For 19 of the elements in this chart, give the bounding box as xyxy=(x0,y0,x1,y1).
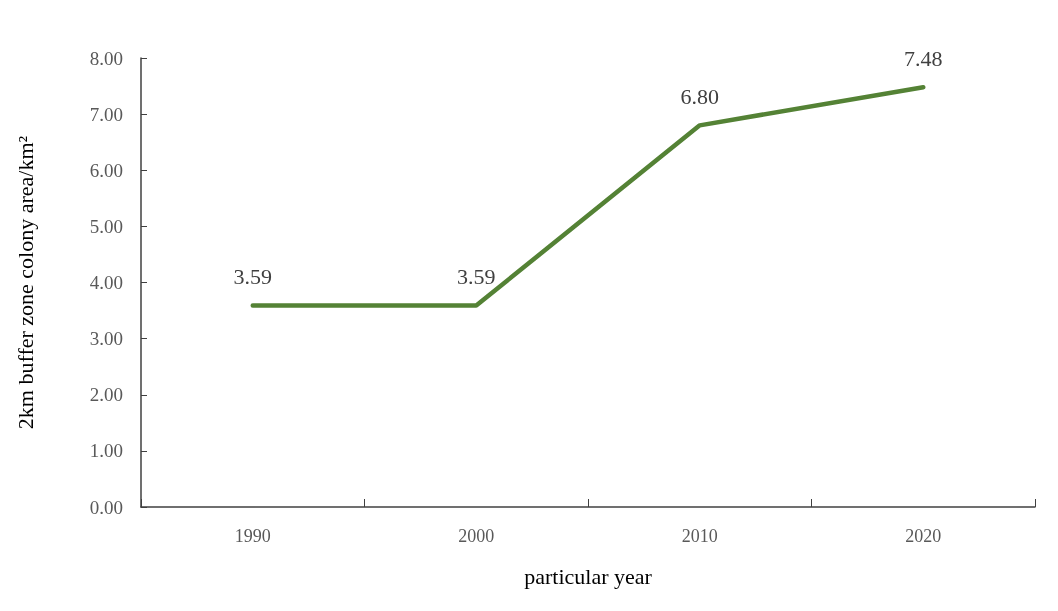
x-tick-label: 2000 xyxy=(458,526,495,546)
y-axis-title: 2km buffer zone colony area/km² xyxy=(12,135,38,430)
x-tick-label: 1990 xyxy=(234,526,271,546)
data-label: 6.80 xyxy=(680,83,719,109)
y-tick-label: 1.00 xyxy=(89,440,123,462)
y-tick-label: 3.00 xyxy=(89,328,123,350)
y-tick-label: 2.00 xyxy=(89,384,123,406)
data-label: 3.59 xyxy=(457,264,496,290)
y-tick-label: 5.00 xyxy=(89,215,123,237)
data-label: 7.48 xyxy=(904,45,943,71)
y-tick-label: 7.00 xyxy=(89,103,123,125)
y-tick-label: 8.00 xyxy=(89,47,123,69)
x-axis-title: particular year xyxy=(524,563,653,589)
x-tick-label: 2010 xyxy=(681,526,718,546)
y-tick-label: 0.00 xyxy=(89,496,123,518)
x-tick-label: 2020 xyxy=(905,526,942,546)
data-label: 3.59 xyxy=(233,264,272,290)
y-tick-label: 4.00 xyxy=(89,272,123,293)
y-tick-label: 6.00 xyxy=(89,159,123,181)
